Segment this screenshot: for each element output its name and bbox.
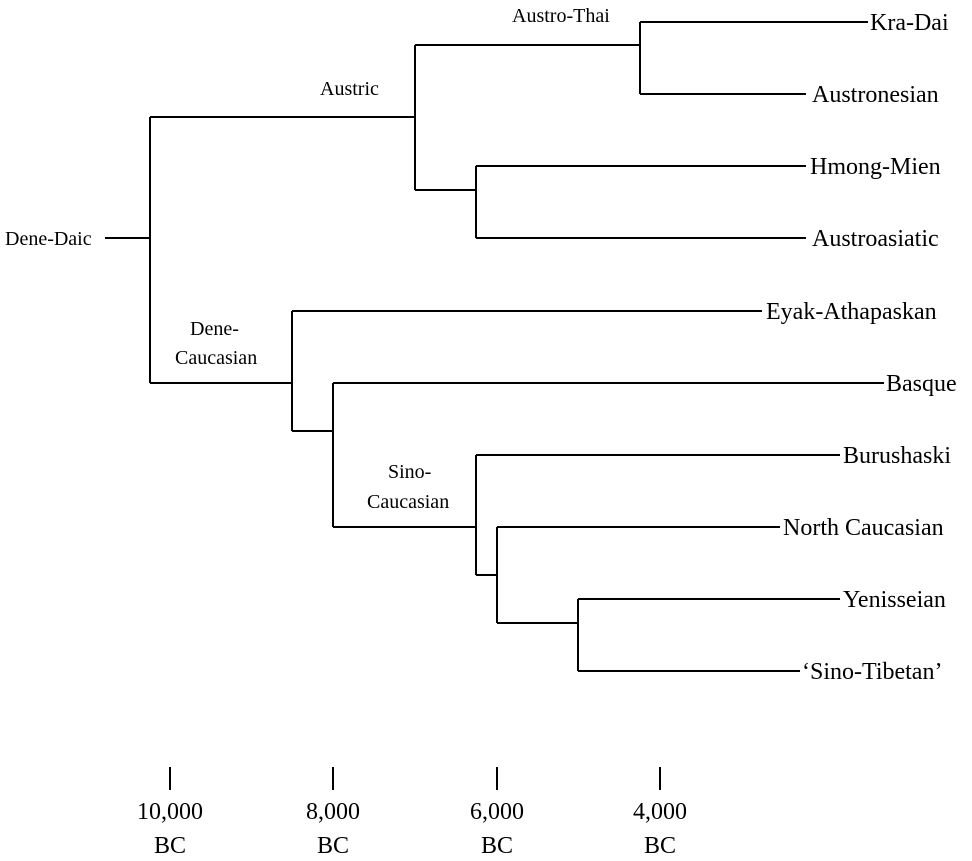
timeline-tick-year: 10,000 — [137, 799, 203, 825]
timeline-tick-year: 6,000 — [470, 799, 524, 825]
node-label-sino-caucasian-line1: Sino- — [388, 461, 431, 483]
leaf-label-hmong-mien: Hmong-Mien — [810, 154, 941, 180]
timeline-tick-year: 4,000 — [633, 799, 687, 825]
leaf-label-austronesian: Austronesian — [812, 82, 939, 108]
node-label-austric: Austric — [320, 78, 379, 100]
node-label-dene-caucasian-line2: Caucasian — [175, 347, 257, 369]
root-label: Dene-Daic — [5, 228, 92, 250]
leaf-label-burushaski: Burushaski — [843, 443, 951, 469]
timeline-tick-era: BC — [317, 833, 349, 859]
timeline-tick-year: 8,000 — [306, 799, 360, 825]
node-label-austro-thai: Austro-Thai — [512, 5, 610, 27]
timeline-axis: 10,000 BC 8,000 BC 6,000 BC 4,000 BC — [137, 767, 687, 859]
timeline-tick-era: BC — [481, 833, 513, 859]
timeline-tick-era: BC — [154, 833, 186, 859]
leaf-label-yenisseian: Yenisseian — [843, 587, 946, 613]
node-label-dene-caucasian-line1: Dene- — [190, 318, 239, 340]
leaf-label-sino-tibetan: ‘Sino-Tibetan’ — [802, 659, 942, 685]
leaf-label-basque: Basque — [886, 371, 957, 397]
node-label-sino-caucasian-line2: Caucasian — [367, 491, 449, 513]
leaf-label-eyak-athapaskan: Eyak-Athapaskan — [766, 299, 937, 325]
leaf-label-north-caucasian: North Caucasian — [783, 515, 944, 541]
leaf-label-austroasiatic: Austroasiatic — [812, 226, 939, 252]
leaf-label-kra-dai: Kra-Dai — [870, 10, 949, 36]
timeline-tick-era: BC — [644, 833, 676, 859]
